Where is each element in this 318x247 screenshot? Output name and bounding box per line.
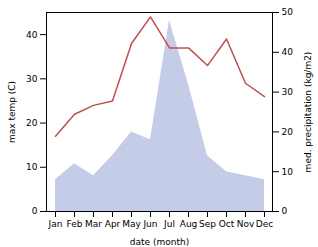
svg-text:Mar: Mar [85,219,102,229]
svg-text:30: 30 [26,74,38,84]
svg-text:Apr: Apr [105,219,121,229]
svg-text:Oct: Oct [219,219,235,229]
svg-text:0: 0 [282,206,288,216]
svg-text:20: 20 [282,127,294,137]
svg-text:10: 10 [282,167,294,177]
svg-text:Aug: Aug [180,219,198,229]
svg-text:10: 10 [26,162,38,172]
svg-text:Jun: Jun [142,219,157,229]
svg-text:Feb: Feb [67,219,83,229]
svg-text:50: 50 [282,7,294,17]
svg-text:0: 0 [32,206,38,216]
svg-text:med. precipitation (kg/m2): med. precipitation (kg/m2) [303,52,313,173]
svg-text:30: 30 [282,87,294,97]
svg-text:Dec: Dec [256,219,273,229]
svg-text:Sep: Sep [199,219,216,229]
svg-text:20: 20 [26,118,38,128]
svg-text:date (month): date (month) [130,237,189,247]
svg-text:40: 40 [282,47,294,57]
svg-text:Jul: Jul [163,219,175,229]
svg-text:Jan: Jan [48,219,63,229]
svg-text:max temp (C): max temp (C) [7,81,17,143]
svg-text:40: 40 [26,29,38,39]
svg-text:May: May [122,219,141,229]
svg-text:Nov: Nov [237,219,255,229]
